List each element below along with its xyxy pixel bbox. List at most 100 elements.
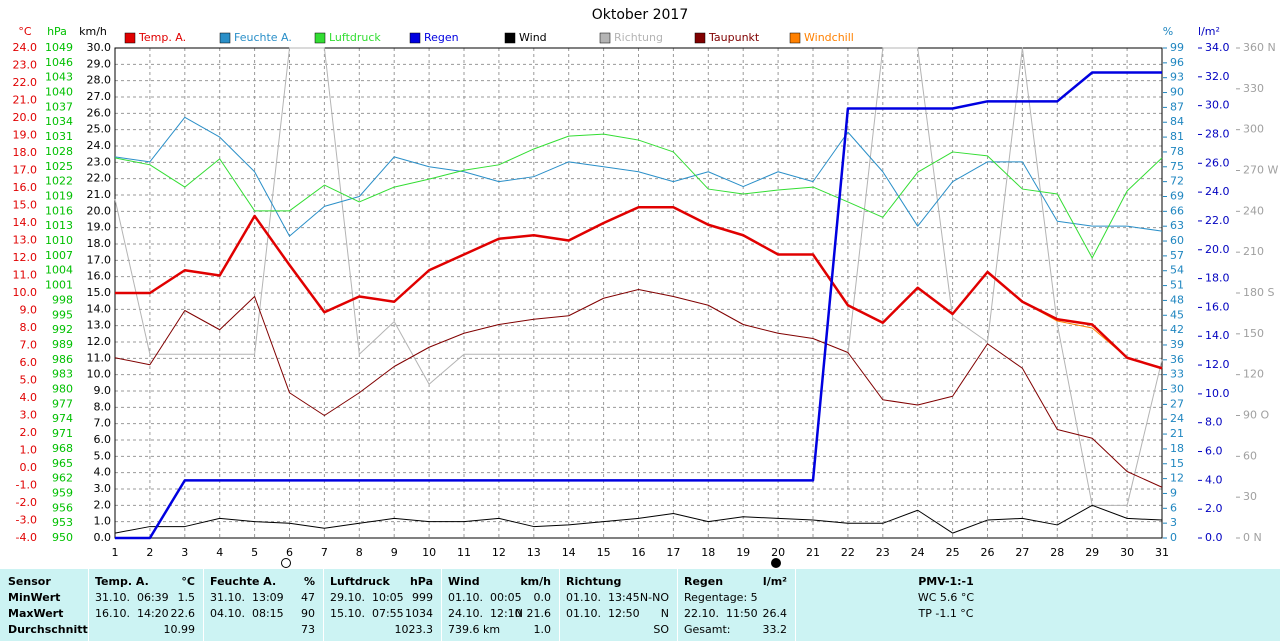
y-tick-label: 13.0 — [87, 319, 112, 332]
y-tick-label: 15 — [1170, 457, 1184, 470]
series-line — [115, 71, 1162, 540]
cell-text: WC 5.6 °C — [917, 591, 975, 604]
table-section: Feuchte A.% 31.10. 13:09 47 04.10. 08:15 90 7… — [203, 569, 323, 641]
y-tick-label: 1010 — [45, 234, 73, 247]
y-tick-label: 1037 — [45, 100, 73, 113]
y-tick-label: 980 — [52, 383, 73, 396]
y-tick-label: -3.0 — [16, 514, 37, 527]
y-tick-label: 210 — [1243, 245, 1264, 258]
y-tick-label: 330 — [1243, 82, 1264, 95]
cell-right: N — [660, 607, 669, 620]
y-tick-label: 21 — [1170, 427, 1184, 440]
cell-left: 01.10. 12:50 — [566, 607, 640, 620]
y-tick-label: 3.0 — [20, 409, 38, 422]
y-tick-label: 9.0 — [94, 384, 112, 397]
y-tick-label: 6 — [1170, 501, 1177, 514]
y-tick-label: 39 — [1170, 338, 1184, 351]
y-tick-label: 2.0 — [94, 498, 112, 511]
y-tick-label: 16.0 — [1205, 300, 1230, 313]
x-tick-label: 12 — [492, 546, 506, 559]
y-tick-label: 956 — [52, 501, 73, 514]
y-tick-label: 19.0 — [13, 129, 38, 142]
y-tick-label: 72 — [1170, 175, 1184, 188]
legend-label: Taupunkt — [708, 31, 760, 44]
y-tick-label: 45 — [1170, 308, 1184, 321]
y-tick-label: 18.0 — [13, 146, 38, 159]
x-tick-label: 30 — [1120, 546, 1134, 559]
y-tick-label: 19.0 — [87, 221, 112, 234]
y-tick-label: 12.0 — [13, 251, 38, 264]
y-tick-label: 99 — [1170, 41, 1184, 54]
y-tick-label: 78 — [1170, 145, 1184, 158]
y-tick-label: 93 — [1170, 71, 1184, 84]
x-tick-label: 2 — [146, 546, 153, 559]
y-tick-label: 26.0 — [87, 106, 112, 119]
legend-swatch — [124, 32, 136, 44]
x-tick-label: 18 — [701, 546, 715, 559]
y-tick-label: 25.0 — [87, 123, 112, 136]
y-tick-label: 60 — [1170, 234, 1184, 247]
table-section: Luftdruck hPa 29.10. 10:05 999 15.10. 07:55 1… — [323, 569, 441, 641]
section-title: Temp. A. — [95, 575, 149, 588]
cell-right: 1.0 — [533, 623, 552, 636]
axis-unit: l/m² — [1198, 25, 1220, 38]
y-tick-label: 1004 — [45, 264, 73, 277]
x-tick-label: 8 — [356, 546, 363, 559]
y-tick-label: 12.0 — [1205, 358, 1230, 371]
y-tick-label: 28.0 — [1205, 127, 1230, 140]
cell-left: Gesamt: — [684, 623, 731, 636]
y-tick-label: 75 — [1170, 160, 1184, 173]
cell-right: 33.2 — [762, 623, 788, 636]
moon-first-quarter — [281, 558, 291, 568]
y-tick-label: 1019 — [45, 189, 73, 202]
series-line — [115, 206, 1163, 370]
y-tick-label: 90 — [1170, 86, 1184, 99]
y-tick-label: 7.0 — [20, 339, 38, 352]
table-section: Richtung 01.10. 13:45 N-NO 01.10. 12:50 N SO — [559, 569, 677, 641]
y-tick-label: -1.0 — [16, 479, 37, 492]
y-tick-label: 33 — [1170, 368, 1184, 381]
legend-swatch — [789, 32, 801, 44]
y-tick-label: 18.0 — [1205, 272, 1230, 285]
cell-left: 739.6 km — [448, 623, 501, 636]
y-tick-label: 1022 — [45, 175, 73, 188]
axis-unit: hPa — [47, 25, 67, 38]
y-tick-label: 1034 — [45, 115, 73, 128]
x-tick-label: 5 — [251, 546, 258, 559]
y-tick-label: 60 — [1243, 449, 1257, 462]
cell-right: 0.0 — [533, 591, 552, 604]
row-label: MinWert — [8, 591, 61, 604]
y-tick-label: 992 — [52, 323, 73, 336]
section-title: Wind — [448, 575, 480, 588]
chart-title: Oktober 2017 — [592, 7, 689, 23]
cell-right: 1023.3 — [394, 623, 434, 636]
y-tick-label: 54 — [1170, 264, 1184, 277]
cell-left: 29.10. 10:05 — [330, 591, 404, 604]
y-tick-label: 9.0 — [20, 304, 38, 317]
y-tick-label: 10.0 — [1205, 387, 1230, 400]
x-tick-label: 19 — [736, 546, 750, 559]
cell-left: 16.10. 14:20 — [95, 607, 169, 620]
y-tick-label: 34.0 — [1205, 41, 1230, 54]
y-tick-label: 20.0 — [1205, 243, 1230, 256]
y-tick-label: 1013 — [45, 219, 73, 232]
y-tick-label: 968 — [52, 442, 73, 455]
y-tick-label: 971 — [52, 427, 73, 440]
table-section: Regen l/m² Regentage: 5 22.10. 11:50 26.4 Ges… — [677, 569, 795, 641]
y-tick-label: 23.0 — [87, 155, 112, 168]
y-tick-label: 29.0 — [87, 57, 112, 70]
section-title: Regen — [684, 575, 724, 588]
cell-right: 26.4 — [762, 607, 788, 620]
y-tick-label: 10.0 — [87, 368, 112, 381]
y-tick-label: 1007 — [45, 249, 73, 262]
y-tick-label: 1046 — [45, 56, 73, 69]
section-title: Feuchte A. — [210, 575, 277, 588]
moon-full — [771, 558, 781, 568]
y-tick-label: 0.0 — [94, 531, 112, 544]
y-tick-label: 0.0 — [20, 461, 38, 474]
y-tick-label: 23.0 — [13, 59, 38, 72]
table-section: Wind km/h 01.10. 00:05 0.0 24.10. 12:10 N 21.… — [441, 569, 559, 641]
y-tick-label: 42 — [1170, 323, 1184, 336]
cell-left: 31.10. 06:39 — [95, 591, 169, 604]
x-tick-label: 22 — [841, 546, 855, 559]
